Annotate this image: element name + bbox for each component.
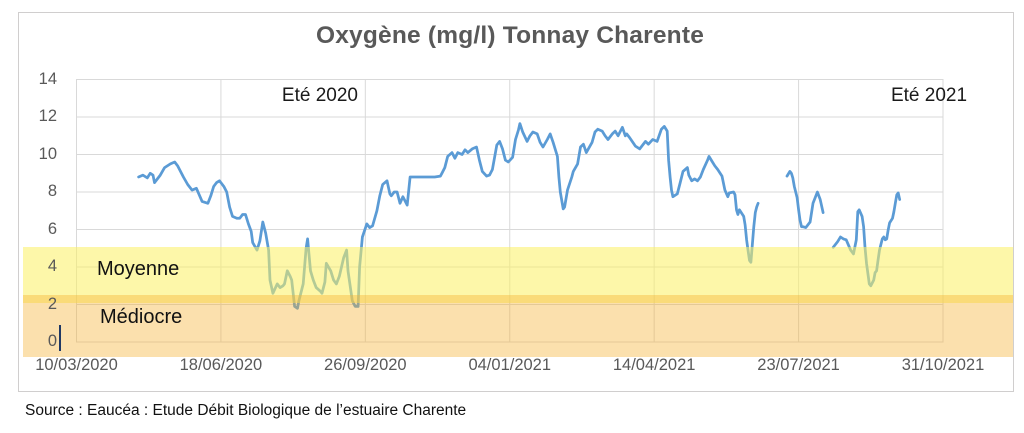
x-axis-tick-label: 14/04/2021 bbox=[612, 356, 696, 374]
chart-title: Oxygène (mg/l) Tonnay Charente bbox=[315, 22, 705, 49]
y-axis-tick-label: 14 bbox=[38, 69, 57, 88]
band-label-mediocre: Médiocre bbox=[100, 306, 183, 328]
oxygen-series-line bbox=[785, 170, 825, 229]
y-axis-tick-label: 4 bbox=[47, 257, 57, 275]
chart-frame bbox=[18, 12, 1014, 392]
y-axis-tick-label: 10 bbox=[38, 144, 57, 163]
oxygen-series-line bbox=[137, 122, 760, 310]
summer-2021-label: Eté 2021 bbox=[890, 85, 968, 106]
x-axis-tick-label: 26/09/2020 bbox=[324, 356, 407, 374]
source-caption: Source : Eaucéa : Etude Débit Biologique… bbox=[25, 402, 467, 419]
x-axis-tick-label: 23/07/2021 bbox=[757, 356, 840, 374]
y-axis-tick-label: 6 bbox=[47, 219, 57, 238]
x-axis-tick-label: 10/03/2020 bbox=[35, 356, 118, 374]
band-moyenne bbox=[23, 247, 1013, 303]
band-mediocre bbox=[23, 295, 1013, 357]
y-axis-tick-label: 0 bbox=[47, 332, 57, 350]
y-axis-tick-label: 2 bbox=[47, 294, 57, 313]
plot-area-border bbox=[76, 79, 944, 343]
x-axis-tick-label: 18/06/2020 bbox=[179, 356, 263, 374]
summer-2020-label: Eté 2020 bbox=[281, 85, 358, 106]
x-axis-tick-label: 04/01/2021 bbox=[468, 356, 552, 374]
y-axis-tick-label: 12 bbox=[38, 107, 57, 125]
x-axis-tick-label: 31/10/2021 bbox=[901, 356, 985, 374]
text-cursor bbox=[59, 325, 61, 351]
band-label-moyenne: Moyenne bbox=[97, 258, 180, 280]
y-axis-tick-label: 8 bbox=[47, 182, 57, 200]
